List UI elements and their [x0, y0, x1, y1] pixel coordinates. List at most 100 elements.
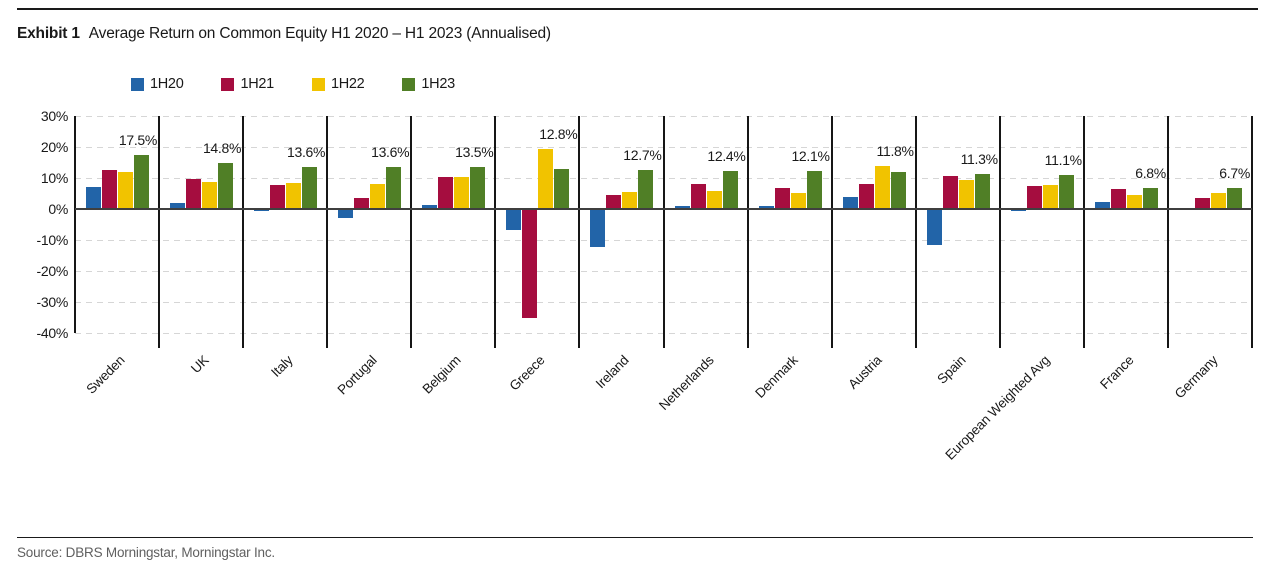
bar-belgium-1h20 — [422, 205, 438, 209]
bar-italy-1h20 — [254, 209, 270, 212]
value-label-european-weighted-avg: 11.1% — [1044, 151, 1082, 168]
category-separator — [662, 116, 665, 348]
category-separator — [746, 116, 749, 348]
bar-netherlands-1h20 — [674, 205, 690, 209]
bar-portugal-1h23 — [386, 166, 402, 209]
bar-greece-1h21 — [522, 209, 538, 318]
bar-sweden-1h20 — [86, 187, 101, 209]
category-separator — [1082, 116, 1085, 348]
bar-european-weighted-avg-1h21 — [1026, 186, 1042, 209]
bar-european-weighted-avg-1h22 — [1042, 185, 1058, 209]
category-separator — [1251, 116, 1253, 348]
bar-italy-1h23 — [302, 166, 318, 209]
bar-ireland-1h21 — [606, 195, 622, 209]
zero-axis-line — [75, 208, 1252, 210]
bar-sweden-1h21 — [102, 170, 117, 209]
x-axis-label-netherlands: Netherlands — [655, 352, 717, 414]
bar-sweden-1h22 — [118, 171, 133, 209]
bar-uk-1h20 — [170, 203, 186, 209]
y-axis-line — [74, 116, 76, 333]
bar-italy-1h22 — [286, 182, 302, 209]
y-axis-tick-label: 10% — [40, 170, 68, 186]
legend-label: 1H22 — [330, 76, 365, 92]
bar-sweden-1h23 — [134, 154, 149, 209]
legend-swatch-1h23 — [402, 77, 416, 91]
category-separator — [578, 116, 581, 348]
value-label-greece: 12.8% — [539, 125, 578, 142]
value-label-netherlands: 12.4% — [707, 147, 746, 164]
value-label-belgium: 13.5% — [455, 144, 494, 161]
bar-greece-1h23 — [554, 169, 570, 209]
top-rule — [17, 8, 1258, 10]
bar-france-1h21 — [1110, 189, 1126, 209]
category-separator — [914, 116, 917, 348]
bar-portugal-1h20 — [338, 209, 354, 219]
x-axis-label-sweden: Sweden — [83, 352, 128, 397]
y-axis-tick-label: -30% — [36, 294, 69, 310]
category-separator — [998, 116, 1001, 348]
chart-title: Exhibit 1 Average Return on Common Equity… — [17, 25, 551, 43]
legend-label: 1H23 — [421, 76, 455, 92]
category-separator — [158, 116, 161, 348]
value-label-austria: 11.8% — [876, 142, 914, 159]
x-axis-label-ireland: Ireland — [593, 352, 633, 392]
bar-austria-1h21 — [858, 183, 874, 209]
y-axis-tick-label: 0% — [48, 201, 68, 217]
x-axis-label-portugal: Portugal — [334, 352, 380, 398]
value-label-italy: 13.6% — [287, 143, 326, 160]
bar-european-weighted-avg-1h23 — [1058, 174, 1074, 209]
bar-netherlands-1h22 — [706, 191, 722, 209]
bar-austria-1h23 — [890, 172, 906, 209]
bar-spain-1h23 — [974, 173, 990, 209]
bar-greece-1h20 — [506, 209, 522, 231]
value-label-germany: 6.7% — [1219, 165, 1250, 182]
bar-uk-1h23 — [218, 163, 234, 209]
x-axis-label-greece: Greece — [506, 352, 548, 394]
bar-uk-1h21 — [186, 178, 202, 209]
bar-denmark-1h21 — [774, 187, 790, 209]
legend-swatch-1h21 — [221, 77, 235, 91]
bar-ireland-1h22 — [622, 191, 638, 209]
bar-spain-1h20 — [926, 209, 942, 245]
bar-germany-1h22 — [1210, 192, 1226, 209]
x-axis-label-denmark: Denmark — [751, 352, 801, 401]
bar-france-1h22 — [1126, 194, 1142, 209]
bar-austria-1h20 — [842, 197, 858, 209]
y-axis-tick-label: -10% — [36, 232, 69, 248]
exhibit-label: Exhibit 1 — [17, 25, 80, 42]
bar-belgium-1h23 — [470, 167, 486, 209]
source-note: Source: DBRS Morningstar, Morningstar In… — [17, 545, 275, 560]
bar-austria-1h22 — [874, 165, 890, 209]
x-axis-label-italy: Italy — [268, 352, 296, 380]
x-axis-label-european-weighted-avg: European Weighted Avg — [942, 352, 1053, 463]
bar-denmark-1h22 — [790, 192, 806, 209]
value-label-portugal: 13.6% — [371, 143, 410, 160]
chart-legend: 1H20 1H21 1H22 1H23 — [131, 76, 455, 92]
bar-greece-1h22 — [538, 148, 554, 209]
footer-rule — [17, 537, 1253, 538]
category-separator — [494, 116, 497, 348]
category-separator — [326, 116, 329, 348]
bar-portugal-1h22 — [370, 183, 386, 209]
value-label-france: 6.8% — [1135, 164, 1166, 181]
category-separator — [242, 116, 245, 348]
legend-label: 1H20 — [150, 76, 184, 92]
bar-uk-1h22 — [202, 181, 218, 209]
bar-belgium-1h22 — [454, 176, 470, 209]
legend-label: 1H21 — [240, 76, 274, 92]
x-axis-label-uk: UK — [188, 352, 212, 377]
bar-denmark-1h23 — [806, 171, 822, 209]
value-label-spain: 11.3% — [960, 150, 998, 167]
legend-item-1h21: 1H21 — [221, 76, 274, 92]
y-axis-tick-label: -40% — [36, 325, 69, 341]
bar-netherlands-1h21 — [690, 183, 706, 209]
y-axis-tick-label: -20% — [36, 263, 69, 279]
value-label-sweden: 17.5% — [118, 131, 158, 148]
legend-swatch-1h22 — [311, 77, 325, 91]
title-text: Average Return on Common Equity H1 2020 … — [88, 25, 551, 42]
category-separator — [410, 116, 413, 348]
bar-italy-1h21 — [270, 184, 286, 209]
bar-france-1h23 — [1142, 187, 1158, 209]
x-axis-label-germany: Germany — [1171, 352, 1221, 402]
